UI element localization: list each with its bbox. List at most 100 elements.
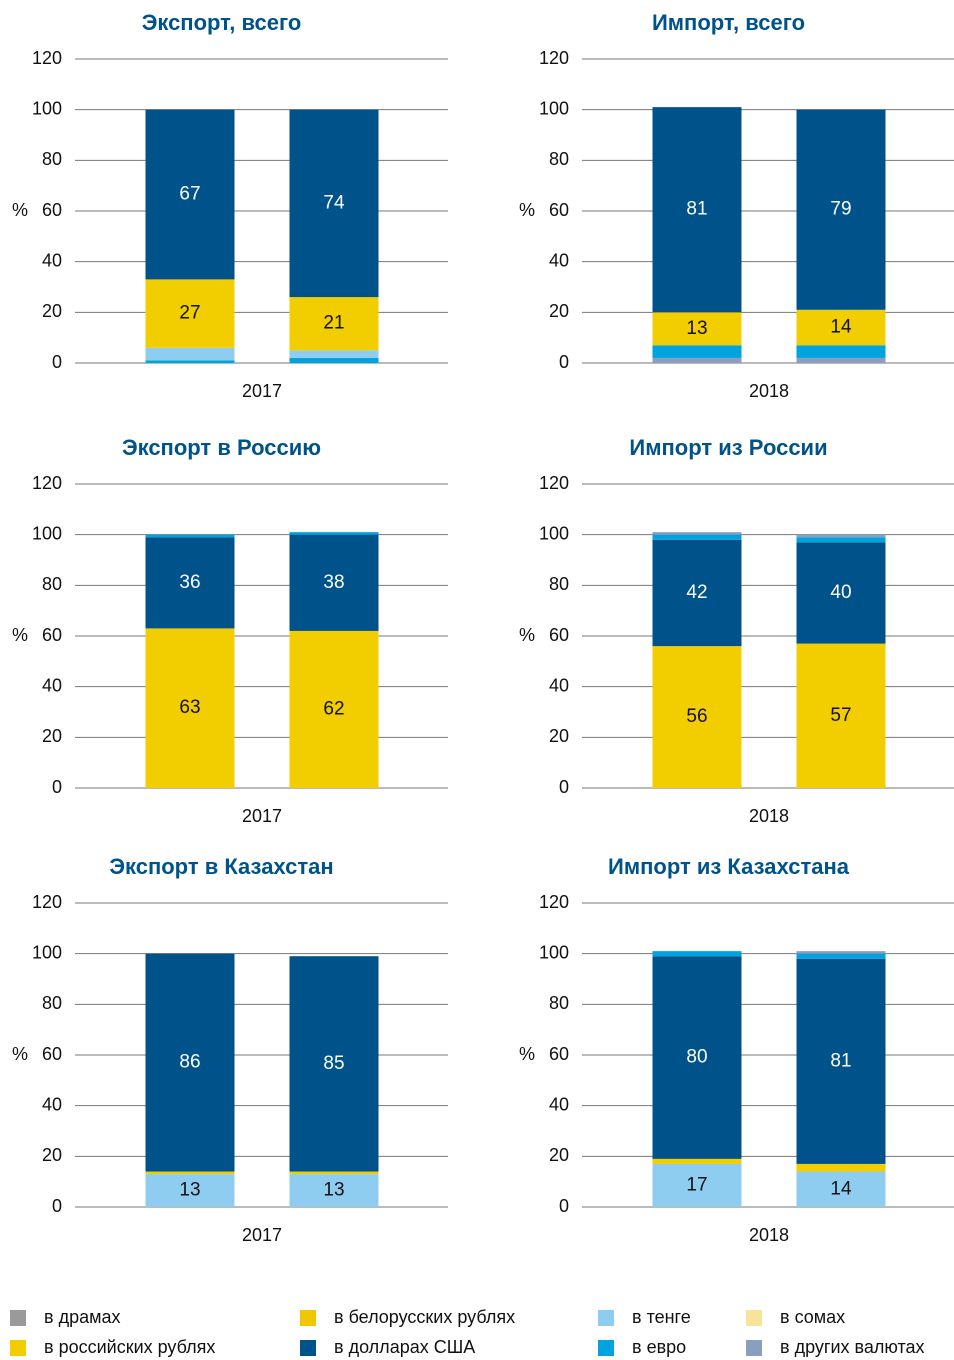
value-label: 36 (179, 572, 200, 593)
value-label: 14 (830, 1178, 852, 1199)
bar-segment (145, 534, 235, 538)
x-axis-label: 2018 (749, 806, 789, 826)
y-tick-label: 100 (539, 942, 569, 962)
legend-swatch (746, 1340, 762, 1356)
bar-segment (289, 297, 379, 351)
bar-segment (289, 109, 379, 298)
y-tick-label: 40 (549, 250, 569, 270)
legend-label: в белорусских рублях (334, 1307, 515, 1327)
bar-segment (145, 109, 235, 280)
y-tick-label: 80 (549, 993, 569, 1013)
bar-segment (652, 951, 742, 957)
value-label: 38 (323, 572, 344, 593)
y-tick-label: 100 (539, 523, 569, 543)
y-tick-label: 80 (42, 574, 62, 594)
legend-label: в сомах (780, 1307, 845, 1327)
legend-swatch (300, 1340, 316, 1356)
y-tick-label: 40 (42, 1094, 62, 1114)
x-axis-label: 2017 (242, 806, 282, 826)
y-tick-label: 40 (549, 1094, 569, 1114)
y-tick-label: 60 (549, 625, 569, 645)
y-tick-label: 20 (549, 726, 569, 746)
y-tick-label: 40 (42, 675, 62, 695)
bar-segment (652, 532, 742, 535)
bar-segment (145, 628, 235, 788)
y-tick-label: 60 (42, 1044, 62, 1064)
value-label: 21 (323, 313, 344, 334)
bar-segment (652, 646, 742, 788)
y-tick-label: 80 (549, 574, 569, 594)
bar-segment (796, 1171, 886, 1207)
bar-segment (289, 1174, 379, 1207)
bar-segment (652, 357, 742, 363)
legend-swatch (746, 1310, 762, 1326)
value-label: 42 (686, 582, 707, 603)
bar-segment (145, 1171, 235, 1175)
bar-segment (652, 534, 742, 540)
bar-segment (796, 109, 886, 310)
y-axis-label: % (519, 200, 535, 220)
bar-segment (652, 1158, 742, 1164)
y-tick-label: 0 (52, 1196, 62, 1216)
value-label: 62 (323, 698, 344, 719)
bar-segment (652, 956, 742, 1159)
y-tick-label: 100 (539, 98, 569, 118)
y-axis-label: % (12, 1044, 28, 1064)
bar-segment (652, 345, 742, 358)
legend-label: в драмах (44, 1307, 120, 1327)
value-label: 14 (830, 317, 852, 338)
value-label: 74 (323, 192, 345, 213)
y-tick-label: 0 (52, 777, 62, 797)
bar-segment (652, 107, 742, 313)
bar-segment (145, 537, 235, 629)
bar-segment (289, 534, 379, 631)
value-label: 13 (323, 1180, 344, 1201)
value-label: 17 (686, 1174, 707, 1195)
bar-segment (652, 1163, 742, 1207)
y-tick-label: 0 (559, 1196, 569, 1216)
chart-title: Импорт, всего (652, 10, 805, 35)
x-axis-label: 2018 (749, 381, 789, 401)
bar-segment (289, 350, 379, 358)
bar-segment (796, 951, 886, 954)
y-tick-label: 0 (559, 777, 569, 797)
bar-segment (796, 357, 886, 363)
legend-swatch (598, 1340, 614, 1356)
value-label: 80 (686, 1047, 707, 1068)
value-label: 81 (686, 199, 707, 220)
y-tick-label: 60 (549, 1044, 569, 1064)
legend-label: в российских рублях (44, 1337, 215, 1357)
y-tick-label: 40 (549, 675, 569, 695)
y-tick-label: 120 (539, 892, 569, 912)
y-tick-label: 100 (32, 98, 62, 118)
y-tick-label: 120 (539, 473, 569, 493)
y-tick-label: 20 (42, 1145, 62, 1165)
chart-title: Экспорт, всего (142, 10, 302, 35)
bar-segment (796, 537, 886, 543)
bar-segment (796, 643, 886, 788)
legend-swatch (300, 1310, 316, 1326)
value-label: 85 (323, 1053, 344, 1074)
bar-segment (652, 539, 742, 647)
chart-title: Импорт из России (629, 435, 827, 460)
value-label: 63 (179, 697, 200, 718)
bar-segment (796, 534, 886, 538)
bar-segment (796, 953, 886, 959)
value-label: 27 (179, 303, 200, 324)
value-label: 56 (686, 706, 707, 727)
y-tick-label: 120 (539, 48, 569, 68)
y-tick-label: 0 (559, 352, 569, 372)
value-label: 13 (179, 1180, 200, 1201)
y-tick-label: 120 (32, 473, 62, 493)
chart-title: Экспорт в Россию (122, 435, 321, 460)
bar-segment (796, 542, 886, 644)
legend-swatch (10, 1310, 26, 1326)
legend-label: в долларах США (334, 1337, 475, 1357)
chart-title: Импорт из Казахстана (608, 854, 850, 879)
y-axis-label: % (12, 625, 28, 645)
bar-segment (145, 953, 235, 1172)
y-axis-label: % (12, 200, 28, 220)
value-label: 79 (830, 199, 851, 220)
bar-segment (145, 1174, 235, 1207)
y-tick-label: 20 (42, 301, 62, 321)
